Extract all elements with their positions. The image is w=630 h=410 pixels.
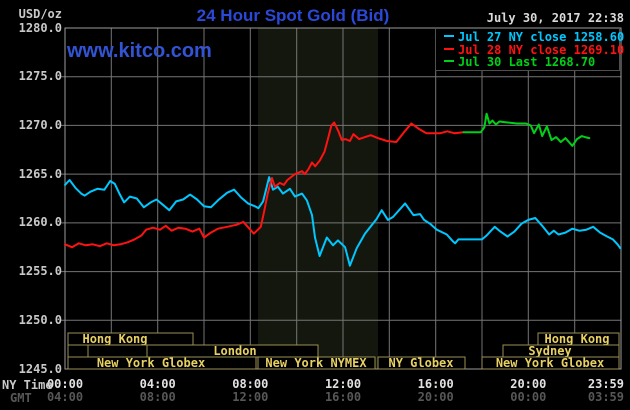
gmt-tick-label: 08:00 <box>139 390 176 404</box>
legend-item-label: Jul 30 Last 1268.70 <box>458 55 596 70</box>
legend-dash-icon <box>444 35 454 37</box>
legend-item: Jul 30 Last 1268.70 <box>436 56 619 69</box>
y-axis-unit-label: USD/oz <box>18 7 62 21</box>
session-label: Hong Kong <box>544 332 609 346</box>
chart-legend: Jul 27 NY close 1258.60 Jul 28 NY close 1… <box>435 28 624 71</box>
session-box-ny-globex <box>377 356 466 370</box>
series-line-jul-27 <box>64 176 622 267</box>
chart-datetime: July 30, 2017 22:38 <box>486 11 624 25</box>
page-title: 24 Hour Spot Gold (Bid) <box>196 6 390 25</box>
session-label: New York Globex <box>496 356 604 370</box>
legend-dash-icon <box>444 60 454 63</box>
legend-item-label: Jul 28 NY close 1269.10 <box>458 42 625 57</box>
series-line-jul-28 <box>64 121 465 249</box>
session-label: Hong Kong <box>82 332 147 346</box>
session-label: London <box>213 344 256 358</box>
series-line-jul-30 <box>462 112 591 147</box>
session-label: Sydney <box>528 344 571 358</box>
gmt-tick-label: 16:00 <box>324 390 362 404</box>
nymex-session-band <box>258 28 378 369</box>
ny-time-tick-label: 00:00 <box>46 377 84 391</box>
session-box-new-york-nymex <box>257 356 376 370</box>
session-label: New York NYMEX <box>265 356 367 370</box>
ny-time-tick-label: 12:00 <box>324 377 362 391</box>
session-label: NY Globex <box>388 356 453 370</box>
kitco-watermark: www.kitco.com <box>67 40 212 62</box>
ny-time-tick-label: 16:00 <box>417 377 454 391</box>
gmt-tick-label: 20:00 <box>417 390 454 404</box>
y-axis-tick-label: 1270.0 <box>18 117 62 132</box>
ny-time-tick-label: 20:00 <box>510 377 547 391</box>
session-box-new-york-globex <box>481 356 620 370</box>
session-box <box>67 344 89 358</box>
session-box-new-york-globex <box>67 356 257 370</box>
ny-time-tick-label: 04:00 <box>139 377 176 391</box>
ny-time-axis-label: NY Time <box>2 378 53 392</box>
gmt-axis-label: GMT <box>10 391 32 405</box>
legend-item: Jul 28 NY close 1269.10 <box>436 43 624 57</box>
y-axis-tick-label: 1260.0 <box>18 215 62 230</box>
gmt-tick-label: 12:00 <box>232 390 269 404</box>
y-axis-tick-label: 1275.0 <box>18 69 62 84</box>
y-axis-tick-label: 1250.0 <box>18 312 62 327</box>
ny-time-tick-label: 23:59 <box>587 377 624 391</box>
ny-time-tick-label: 08:00 <box>232 377 269 391</box>
y-axis-tick-label: 1280.0 <box>18 20 62 35</box>
gmt-tick-label: 04:00 <box>46 390 84 404</box>
gmt-tick-label: 03:59 <box>587 390 624 404</box>
legend-item-label: Jul 27 NY close 1258.60 <box>458 30 625 44</box>
legend-dash-icon <box>444 47 454 50</box>
session-label: New York Globex <box>97 356 205 370</box>
gmt-tick-label: 00:00 <box>510 390 547 404</box>
y-axis-tick-label: 1265.0 <box>18 166 62 181</box>
legend-item: Jul 27 NY close 1258.60 <box>436 31 624 44</box>
y-axis-tick-label: 1255.0 <box>18 264 62 279</box>
y-axis-tick-label: 1245.0 <box>18 361 62 376</box>
